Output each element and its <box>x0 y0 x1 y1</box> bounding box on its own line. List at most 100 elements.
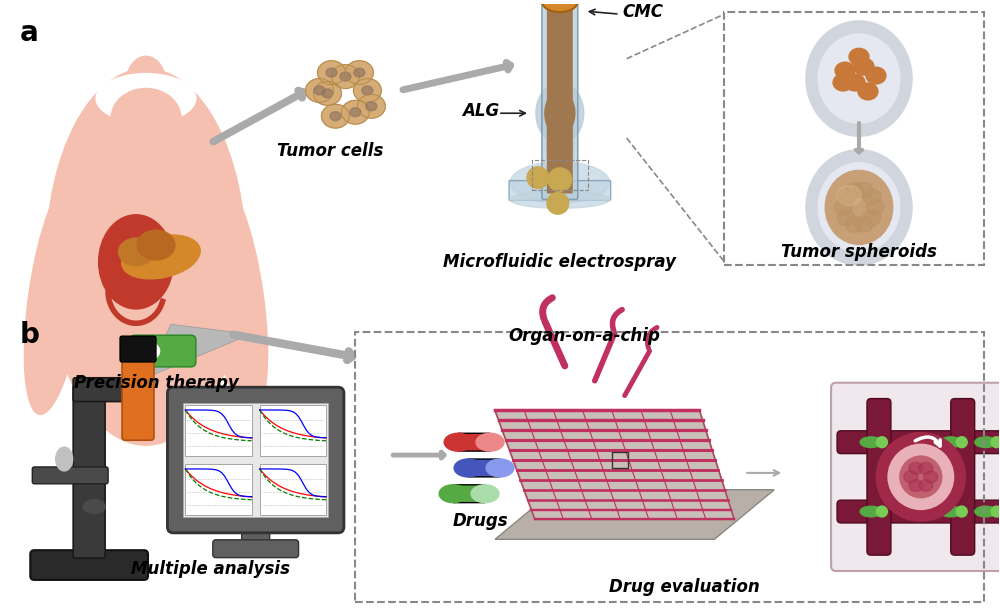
Text: Precision therapy: Precision therapy <box>74 374 238 392</box>
Ellipse shape <box>46 69 246 445</box>
Ellipse shape <box>845 183 863 198</box>
Ellipse shape <box>318 61 345 84</box>
Text: CMC: CMC <box>623 3 664 21</box>
Text: Microfluidic electrospray: Microfluidic electrospray <box>443 253 676 271</box>
Ellipse shape <box>909 480 923 491</box>
Ellipse shape <box>314 86 325 95</box>
Polygon shape <box>146 324 251 378</box>
Ellipse shape <box>306 79 333 102</box>
Ellipse shape <box>138 342 160 360</box>
Ellipse shape <box>956 506 967 517</box>
FancyBboxPatch shape <box>32 467 108 484</box>
Ellipse shape <box>326 68 337 77</box>
Ellipse shape <box>991 437 1000 448</box>
Text: Organ-on-a-chip: Organ-on-a-chip <box>509 327 661 345</box>
FancyBboxPatch shape <box>837 500 1000 523</box>
Ellipse shape <box>548 168 572 191</box>
Ellipse shape <box>866 67 886 84</box>
Ellipse shape <box>866 199 884 215</box>
FancyBboxPatch shape <box>551 113 568 156</box>
Text: Multiple analysis: Multiple analysis <box>131 560 290 578</box>
Ellipse shape <box>916 506 927 517</box>
Ellipse shape <box>854 58 874 75</box>
FancyBboxPatch shape <box>73 378 149 402</box>
FancyBboxPatch shape <box>260 405 326 456</box>
Ellipse shape <box>204 179 268 415</box>
Ellipse shape <box>909 462 923 474</box>
Ellipse shape <box>354 68 365 77</box>
Ellipse shape <box>331 65 359 89</box>
FancyBboxPatch shape <box>547 109 573 159</box>
Ellipse shape <box>837 210 855 226</box>
Ellipse shape <box>476 434 504 451</box>
Ellipse shape <box>825 170 893 245</box>
Text: Drugs: Drugs <box>452 512 508 530</box>
FancyBboxPatch shape <box>242 522 270 554</box>
Ellipse shape <box>322 89 333 98</box>
Ellipse shape <box>330 112 341 121</box>
Text: Tumor cells: Tumor cells <box>277 142 384 160</box>
Ellipse shape <box>807 151 911 264</box>
Ellipse shape <box>876 506 887 517</box>
Ellipse shape <box>137 230 175 260</box>
Ellipse shape <box>837 189 855 205</box>
Ellipse shape <box>900 437 922 448</box>
FancyBboxPatch shape <box>453 485 485 502</box>
Ellipse shape <box>849 49 869 65</box>
FancyBboxPatch shape <box>30 550 148 580</box>
FancyBboxPatch shape <box>951 399 975 555</box>
Ellipse shape <box>340 72 351 81</box>
Ellipse shape <box>510 162 610 204</box>
Ellipse shape <box>510 191 610 208</box>
Ellipse shape <box>357 94 385 118</box>
Ellipse shape <box>471 485 499 502</box>
Ellipse shape <box>855 183 873 198</box>
Ellipse shape <box>83 499 105 514</box>
Ellipse shape <box>99 215 173 309</box>
Ellipse shape <box>527 167 549 189</box>
Ellipse shape <box>940 506 962 517</box>
FancyBboxPatch shape <box>167 387 344 533</box>
Ellipse shape <box>353 79 381 102</box>
Ellipse shape <box>916 437 927 448</box>
Ellipse shape <box>24 179 88 415</box>
Text: ALG: ALG <box>462 102 499 121</box>
Ellipse shape <box>126 56 166 111</box>
FancyBboxPatch shape <box>185 464 252 515</box>
Ellipse shape <box>454 459 482 477</box>
Ellipse shape <box>860 506 882 517</box>
Ellipse shape <box>876 437 887 448</box>
FancyBboxPatch shape <box>73 386 105 558</box>
Ellipse shape <box>321 105 349 128</box>
Ellipse shape <box>486 459 514 477</box>
FancyBboxPatch shape <box>458 434 490 451</box>
FancyBboxPatch shape <box>837 430 1000 454</box>
Ellipse shape <box>845 74 865 91</box>
Ellipse shape <box>366 102 377 111</box>
FancyBboxPatch shape <box>120 336 156 362</box>
Ellipse shape <box>542 0 578 12</box>
FancyBboxPatch shape <box>213 540 299 558</box>
Ellipse shape <box>835 62 855 79</box>
FancyBboxPatch shape <box>867 399 891 555</box>
Ellipse shape <box>818 163 900 252</box>
FancyBboxPatch shape <box>185 405 252 456</box>
Ellipse shape <box>863 189 881 205</box>
Ellipse shape <box>837 186 861 205</box>
Ellipse shape <box>122 235 200 279</box>
Ellipse shape <box>860 437 882 448</box>
Ellipse shape <box>900 506 922 517</box>
Ellipse shape <box>877 434 965 520</box>
FancyBboxPatch shape <box>831 383 1000 571</box>
Polygon shape <box>495 490 774 539</box>
Ellipse shape <box>888 445 953 509</box>
Text: b: b <box>19 321 39 349</box>
Ellipse shape <box>345 61 373 84</box>
Text: Tumor spheroids: Tumor spheroids <box>781 243 937 261</box>
FancyBboxPatch shape <box>260 464 326 515</box>
Ellipse shape <box>439 485 467 502</box>
Ellipse shape <box>96 74 196 123</box>
Ellipse shape <box>807 22 911 135</box>
FancyBboxPatch shape <box>183 403 328 517</box>
Ellipse shape <box>56 447 73 471</box>
